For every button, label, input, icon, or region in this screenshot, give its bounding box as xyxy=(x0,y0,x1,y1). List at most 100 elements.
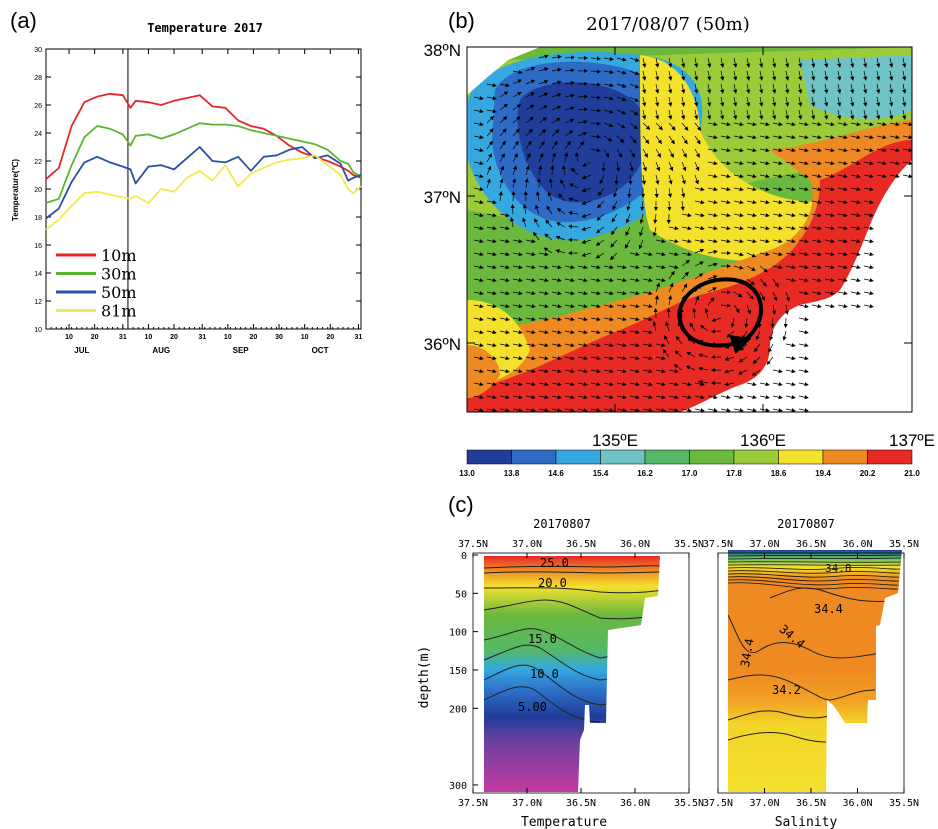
vector-arrow xyxy=(564,356,575,361)
vector-arrow xyxy=(772,408,783,412)
vector-arrow xyxy=(720,161,731,166)
vector-arrow xyxy=(687,337,696,345)
vector-arrow xyxy=(473,239,484,244)
vector-arrow xyxy=(551,129,560,137)
vector-arrow xyxy=(538,252,549,257)
vector-arrow xyxy=(499,140,506,150)
vector-arrow xyxy=(681,395,692,400)
vector-arrow xyxy=(590,304,601,309)
vector-arrow xyxy=(486,239,497,244)
section-xtick-label-bottom: 37.0N xyxy=(512,798,542,809)
lat-tick-37: 37ºN xyxy=(424,188,461,207)
vector-arrow xyxy=(811,83,816,94)
vector-arrow xyxy=(798,187,809,192)
vector-arrow xyxy=(837,83,842,94)
vector-arrow xyxy=(733,200,744,205)
vector-arrow xyxy=(590,408,601,412)
vector-arrow xyxy=(681,109,686,120)
vector-arrow xyxy=(707,187,718,192)
vector-arrow xyxy=(668,408,679,412)
vector-arrow xyxy=(707,226,718,231)
section-t-xlabel: Temperature xyxy=(521,815,607,829)
vector-arrow xyxy=(824,96,829,107)
vector-arrow xyxy=(837,278,848,283)
vector-arrow xyxy=(499,304,510,309)
vector-arrow xyxy=(863,200,874,205)
vector-arrow xyxy=(811,187,822,192)
vector-arrow xyxy=(522,217,527,228)
vector-arrow xyxy=(629,278,640,283)
vector-arrow xyxy=(655,395,666,400)
colorbar-tick-label: 13.8 xyxy=(504,469,520,478)
vector-arrow xyxy=(798,304,809,309)
vector-arrow xyxy=(486,128,494,137)
vector-arrow xyxy=(694,226,705,231)
vector-arrow xyxy=(639,213,644,224)
vector-arrow xyxy=(486,165,492,176)
vector-arrow xyxy=(889,135,900,140)
vector-arrow xyxy=(759,122,770,127)
vector-arrow xyxy=(551,80,562,85)
vector-arrow xyxy=(863,291,874,296)
legend-label: 30m xyxy=(101,265,137,284)
vector-arrow xyxy=(785,122,796,127)
section-s-title: 20170807 xyxy=(777,517,835,531)
vector-arrow xyxy=(876,135,887,140)
vector-arrow xyxy=(681,122,689,131)
vector-arrow xyxy=(837,161,848,166)
vector-arrow xyxy=(525,252,536,257)
vector-arrow xyxy=(486,395,497,400)
vector-arrow xyxy=(668,174,673,185)
section-t-axes: 37.5N 37.5N 37.0N 37.0N 36.5N 36.5N 36.0N 36.0N… xyxy=(449,539,704,809)
vector-arrow xyxy=(597,200,605,209)
vector-arrow xyxy=(499,165,505,176)
vector-arrow xyxy=(694,408,705,412)
lat-tick-38: 38ºN xyxy=(424,41,461,60)
vector-arrow xyxy=(538,395,549,400)
vector-arrow xyxy=(681,271,689,280)
vector-arrow xyxy=(811,122,822,127)
vector-arrow xyxy=(564,152,569,163)
vector-arrow xyxy=(655,70,660,81)
vector-arrow xyxy=(681,83,686,94)
vector-arrow xyxy=(772,291,778,302)
vector-arrow xyxy=(902,148,912,153)
vector-arrow xyxy=(551,317,562,322)
vector-arrow xyxy=(694,187,705,192)
vector-arrow xyxy=(811,109,816,120)
vector-arrow xyxy=(681,96,686,107)
vector-arrow xyxy=(850,187,861,192)
vector-arrow xyxy=(655,356,666,361)
vector-arrow xyxy=(551,356,562,361)
month-label: JUL xyxy=(74,346,89,355)
vector-arrow xyxy=(564,68,575,73)
vector-arrow xyxy=(733,265,744,270)
vector-arrow xyxy=(629,252,640,257)
vector-arrow xyxy=(681,174,686,185)
vector-arrow xyxy=(564,118,575,124)
vector-arrow xyxy=(564,317,575,322)
vector-arrow xyxy=(590,330,601,335)
vector-arrow xyxy=(564,81,575,86)
vector-arrow xyxy=(785,109,790,120)
section-xtick-label-bottom: 37.0N xyxy=(749,798,779,809)
vector-arrow xyxy=(759,96,764,107)
vector-arrow xyxy=(642,330,653,335)
vector-arrow xyxy=(746,148,757,153)
vector-arrow xyxy=(785,161,796,166)
vector-arrow xyxy=(642,278,653,283)
vector-arrow xyxy=(642,96,647,107)
vector-arrow xyxy=(616,382,627,387)
vector-arrow xyxy=(512,165,517,176)
vector-arrow xyxy=(798,57,803,68)
vector-arrow xyxy=(720,57,725,68)
vector-arrow xyxy=(616,408,627,412)
vector-arrow xyxy=(746,200,757,205)
vector-arrow xyxy=(655,408,666,412)
vector-arrow xyxy=(681,135,688,145)
vector-arrow xyxy=(668,265,679,270)
vector-arrow xyxy=(570,167,579,176)
colorbar-swatch xyxy=(466,449,512,465)
current-vectors xyxy=(473,54,912,412)
